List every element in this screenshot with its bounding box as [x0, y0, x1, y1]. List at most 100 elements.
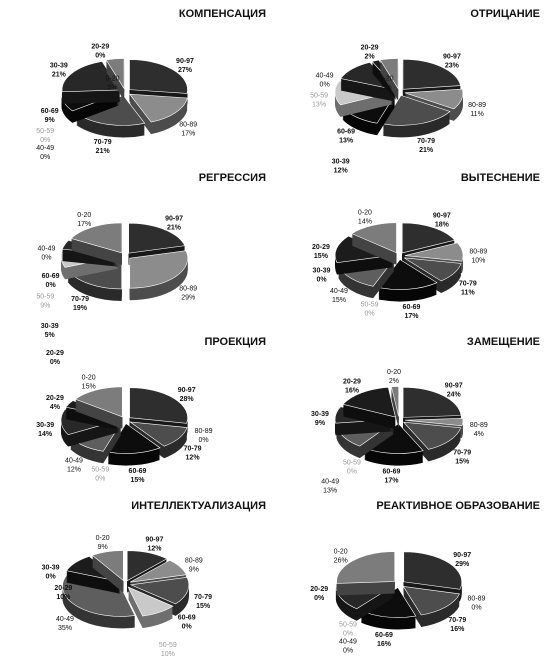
pie-slice	[390, 386, 399, 429]
chart-title: ИНТЕЛЛЕКТУАЛИЗАЦИЯ	[131, 500, 266, 512]
chart-title: ЗАМЕЩЕНИЕ	[467, 336, 540, 348]
slice-category: 70-79	[448, 617, 466, 624]
pie-slice	[378, 259, 438, 302]
slice-value-label: 15%	[82, 383, 96, 390]
slice-value-label: 12%	[186, 455, 201, 462]
slice-value-label: 17%	[384, 478, 399, 485]
pie-slice	[129, 93, 188, 135]
slice-category: 70-79	[71, 296, 89, 303]
slice-value-label: 21%	[52, 72, 67, 79]
slice-category: 40-49	[37, 245, 55, 252]
slice-category: 70-79	[459, 280, 477, 287]
slice-value-label: 13%	[339, 137, 354, 144]
slice-top	[351, 222, 397, 254]
slice-top	[342, 387, 396, 418]
slice-category: 50-59	[36, 294, 54, 301]
slice-category: 40-49	[316, 72, 334, 79]
pie-slice	[402, 586, 461, 627]
chart-title: РЕАКТИВНОЕ ОБРАЗОВАНИЕ	[376, 500, 540, 512]
slice-top	[74, 386, 123, 418]
slice-value-label: 0%	[316, 276, 327, 283]
chart-title: ОТРИЦАНИЕ	[470, 8, 540, 20]
slice-value-label: 21%	[96, 148, 111, 155]
slice-value-label: 0%	[343, 630, 353, 637]
slice-value-label: 24%	[447, 391, 462, 398]
slice-value-label: 13%	[312, 101, 326, 108]
slice-value-label: 0%	[95, 475, 105, 482]
chart-title: ВЫТЕСНЕНИЕ	[461, 172, 540, 184]
slice-value-label: 9%	[189, 566, 199, 573]
slice-category: 80-89	[470, 422, 488, 429]
pie-slice	[61, 61, 121, 104]
slice-category: 60-69	[383, 469, 401, 476]
slice-category: 20-29	[91, 43, 109, 50]
slice-category: 50-59	[339, 621, 357, 628]
slice-value-label: 28%	[180, 396, 195, 403]
slice-value-label: 16%	[450, 626, 465, 633]
slice-category: 0-20	[387, 369, 401, 376]
slice-value-label: 0%	[41, 254, 51, 261]
slice-top	[130, 559, 187, 583]
slice-value-label: 0%	[314, 595, 325, 602]
slice-value-label: 0%	[40, 154, 50, 161]
slice-category: 30-39	[50, 63, 68, 70]
slice-value-label: 5%	[45, 332, 56, 339]
slice-category: 80-89	[469, 249, 487, 256]
slice-category: 0-20	[82, 374, 96, 381]
pie-slice	[334, 235, 395, 275]
pie-slice	[335, 585, 395, 621]
slice-value-label: 18%	[435, 222, 450, 229]
slice-category: 50-59	[91, 466, 109, 473]
slice-value-label: 19%	[73, 305, 88, 312]
pie-slice	[70, 222, 123, 265]
slice-category: 80-89	[179, 121, 197, 128]
slice-category: 50-59	[343, 459, 361, 466]
slice-category: 30-39	[42, 564, 60, 571]
slice-value-label: 2%	[364, 53, 375, 60]
slice-category: 40-49	[56, 616, 74, 623]
slice-value-label: 27%	[178, 67, 193, 74]
slice-value-label: 15%	[131, 477, 146, 484]
slice-value-label: 9%	[45, 117, 56, 124]
slice-category: 60-69	[129, 468, 147, 475]
slice-value-label: 13%	[323, 487, 337, 494]
slice-value-label: 10%	[56, 594, 71, 601]
chart-title: РЕГРЕССИЯ	[199, 172, 266, 184]
pie-slice	[404, 257, 462, 293]
pie-slice	[336, 551, 395, 596]
slice-category: 70-79	[184, 446, 202, 453]
slice-value-label: 5%	[381, 84, 391, 91]
slice-category: 20-29	[361, 44, 379, 51]
slice-top	[105, 58, 125, 90]
slice-category: 0-20	[379, 75, 393, 82]
slice-top	[336, 551, 395, 584]
slice-top	[128, 222, 186, 254]
slice-top	[402, 421, 462, 450]
slice-value-label: 14%	[358, 219, 372, 226]
slice-category: 0-20	[358, 210, 372, 217]
slice-value-label: 15%	[196, 603, 211, 610]
slice-value-label: 0%	[320, 81, 330, 88]
slice-value-label: 0%	[46, 573, 57, 580]
slice-value-label: 15%	[455, 458, 470, 465]
slice-category: 30-39	[41, 323, 59, 330]
slice-value-label: 16%	[345, 387, 360, 394]
slice-category: 90-97	[176, 58, 194, 65]
slice-value-label: 29%	[455, 561, 470, 568]
slice-category: 60-69	[42, 273, 60, 280]
pie-slice	[128, 421, 188, 459]
slice-category: 40-49	[339, 638, 357, 645]
slice-category: 30-39	[332, 159, 350, 166]
slice-value-label: 21%	[167, 224, 182, 231]
slice-category: 90-97	[445, 382, 463, 389]
slice-category: 90-97	[433, 213, 451, 220]
slice-category: 0-20	[77, 212, 91, 219]
slice-value-label: 16%	[377, 641, 392, 648]
pie-slice	[127, 586, 174, 629]
slice-value-label: 35%	[58, 625, 72, 632]
pie-slice	[379, 58, 399, 101]
slice-category: 40-49	[330, 288, 348, 295]
slice-top	[402, 387, 462, 418]
